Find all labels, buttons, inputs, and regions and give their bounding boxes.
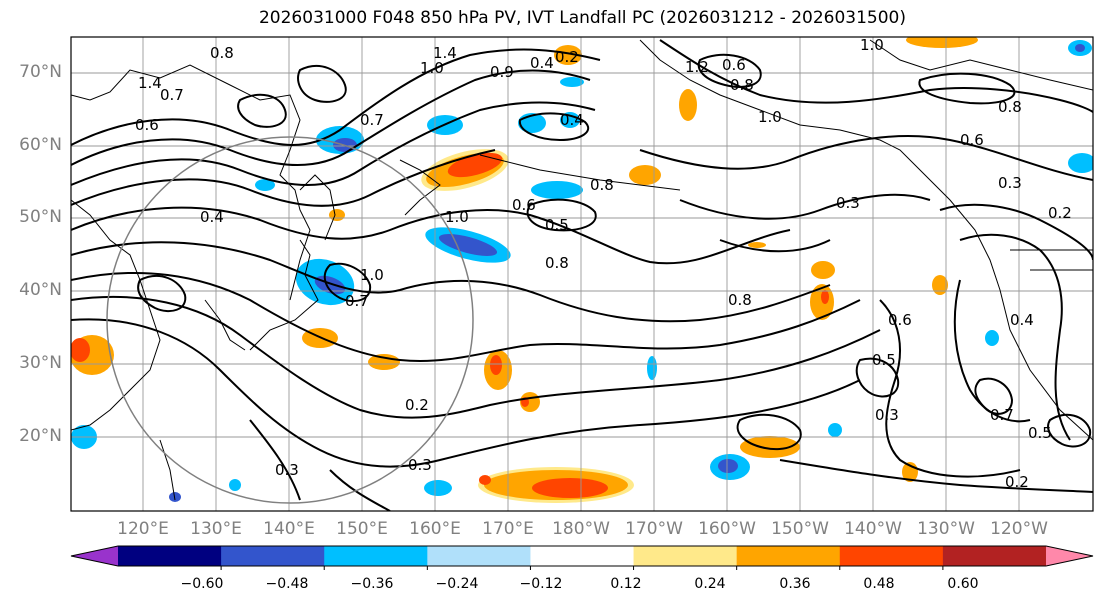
contour-label: 0.3: [875, 406, 899, 424]
contour-label: 0.6: [960, 131, 984, 149]
lon-label-130w: 130°W: [917, 519, 975, 539]
contour-label: 0.8: [728, 291, 752, 309]
lon-label-150e: 150°E: [336, 519, 388, 539]
contour-label: 0.2: [1005, 473, 1029, 491]
lat-label-60n: 60°N: [19, 135, 62, 155]
colorbar-tick: 0.24: [694, 576, 726, 592]
landfall-radius-circle: [106, 136, 474, 504]
contour-label: 0.3: [408, 456, 432, 474]
contour-label: 0.8: [545, 254, 569, 272]
contour-label: 0.8: [210, 44, 234, 62]
lon-label-140w: 140°W: [844, 519, 902, 539]
map-title: 2026031000 F048 850 hPa PV, IVT Landfall…: [258, 8, 906, 28]
colorbar-tick: −0.36: [350, 576, 394, 592]
lon-label-170e: 170°E: [482, 519, 534, 539]
colorbar-segment: [221, 546, 325, 566]
colorbar-tick: −0.12: [519, 576, 563, 592]
contour-label: 0.4: [200, 208, 224, 226]
colorbar-segment: [324, 546, 428, 566]
contour-label: 0.8: [730, 76, 754, 94]
colorbar-extend-high: [1046, 546, 1093, 566]
contour-label: 1.0: [445, 208, 469, 226]
contour-label: 0.6: [512, 196, 536, 214]
contour-label: 0.6: [135, 116, 159, 134]
contour-label: 1.2: [685, 58, 709, 76]
lat-label-50n: 50°N: [19, 207, 62, 227]
contour-label: 1.0: [360, 266, 384, 284]
colorbar-extend-low: [71, 546, 118, 566]
colorbar-segment: [942, 546, 1047, 566]
colorbar-segment: [633, 546, 738, 566]
contour-label: 0.4: [560, 111, 584, 129]
colorbar-outline: [70, 545, 1094, 567]
lon-label-160w: 160°W: [698, 519, 756, 539]
contour-label: 0.7: [160, 86, 184, 104]
colorbar-segment: [736, 546, 841, 566]
colorbar-segment: [427, 546, 531, 566]
colorbar: [70, 545, 1094, 570]
contour-label: 0.3: [836, 194, 860, 212]
contour-label: 0.9: [490, 63, 514, 81]
contour-label: 0.5: [545, 216, 569, 234]
contour-label: 1.4: [138, 74, 162, 92]
contour-label: 0.7: [345, 292, 369, 310]
lon-label-130e: 130°E: [190, 519, 242, 539]
contour-labels: 0.8 1.4 1.0 0.7 0.6 1.4 0.9 0.4 0.2 0.4 …: [135, 36, 1072, 491]
colorbar-segment: [530, 546, 635, 566]
map-frame: [70, 36, 1094, 512]
contour-label: 0.7: [360, 111, 384, 129]
contour-label: 0.3: [275, 461, 299, 479]
colorbar-tick: 0.12: [610, 576, 642, 592]
colorbar-tick: −0.48: [265, 576, 309, 592]
contour-label: 1.0: [758, 108, 782, 126]
lon-label-120e: 120°E: [117, 519, 169, 539]
lon-label-160e: 160°E: [409, 519, 461, 539]
contour-label: 0.6: [888, 311, 912, 329]
contour-label: 0.3: [998, 174, 1022, 192]
colorbar-tick: 0.36: [779, 576, 811, 592]
contour-label: 0.2: [555, 48, 579, 66]
coastlines: [71, 39, 1093, 501]
contour-label: 1.0: [860, 36, 884, 54]
contour-label: 0.5: [1028, 424, 1052, 442]
contour-label: 0.7: [990, 406, 1014, 424]
lat-label-40n: 40°N: [19, 280, 62, 300]
colorbar-tick: 0.48: [863, 576, 895, 592]
lat-label-20n: 20°N: [19, 426, 62, 446]
contour-label: 0.2: [1048, 204, 1072, 222]
contour-label: 0.6: [722, 56, 746, 74]
contour-label: 1.0: [420, 59, 444, 77]
colorbar-tick: −0.24: [435, 576, 479, 592]
lat-label-70n: 70°N: [19, 62, 62, 82]
colorbar-segment: [839, 546, 944, 566]
lon-label-180w: 180°W: [552, 519, 610, 539]
contour-label: 0.8: [998, 98, 1022, 116]
lon-label-150w: 150°W: [771, 519, 829, 539]
lat-label-30n: 30°N: [19, 353, 62, 373]
pv-negative-shading: [71, 40, 1093, 502]
colorbar-segment: [118, 546, 222, 566]
lon-label-140e: 140°E: [263, 519, 315, 539]
colorbar-tick: 0.60: [947, 576, 979, 592]
contour-label: 0.4: [530, 54, 554, 72]
contour-label: 0.8: [590, 176, 614, 194]
lon-label-170w: 170°W: [625, 519, 683, 539]
pv-contours: [71, 39, 1093, 511]
contour-label: 1.4: [433, 44, 457, 62]
contour-label: 0.4: [1010, 311, 1034, 329]
colorbar-tick: −0.60: [180, 576, 224, 592]
lon-label-120w: 120°W: [990, 519, 1048, 539]
graticule: [71, 37, 1093, 511]
contour-label: 0.2: [405, 396, 429, 414]
contour-label: 0.5: [872, 351, 896, 369]
